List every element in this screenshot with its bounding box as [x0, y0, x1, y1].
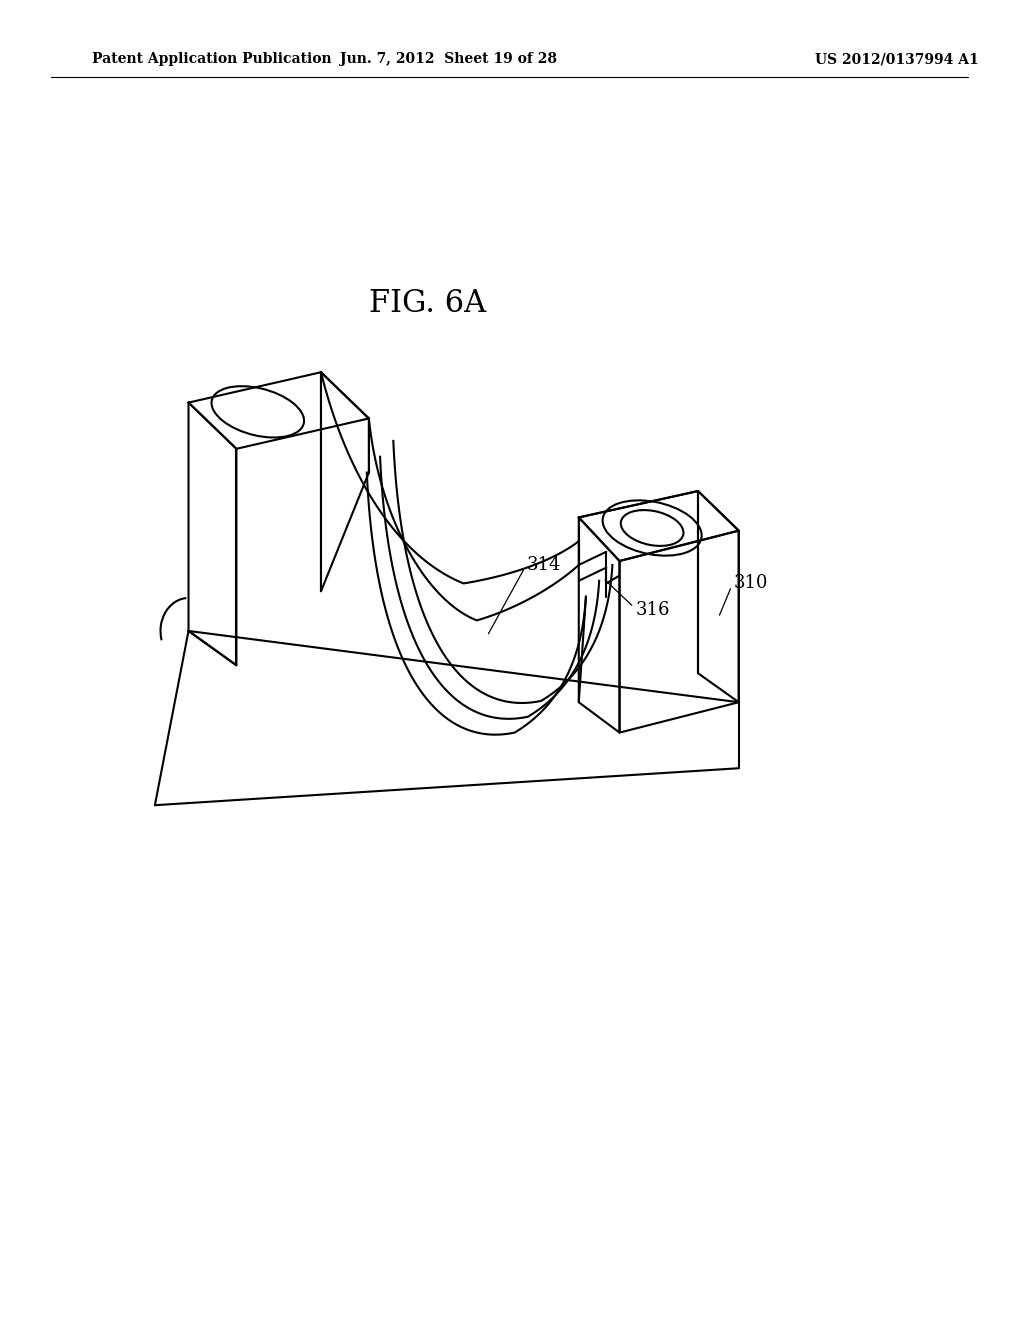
Text: US 2012/0137994 A1: US 2012/0137994 A1	[815, 53, 979, 66]
Text: 316: 316	[636, 601, 671, 619]
Text: 310: 310	[733, 574, 768, 593]
Text: FIG. 6A: FIG. 6A	[370, 288, 486, 319]
Text: 314: 314	[526, 556, 561, 574]
Text: Jun. 7, 2012  Sheet 19 of 28: Jun. 7, 2012 Sheet 19 of 28	[340, 53, 557, 66]
Text: Patent Application Publication: Patent Application Publication	[92, 53, 332, 66]
